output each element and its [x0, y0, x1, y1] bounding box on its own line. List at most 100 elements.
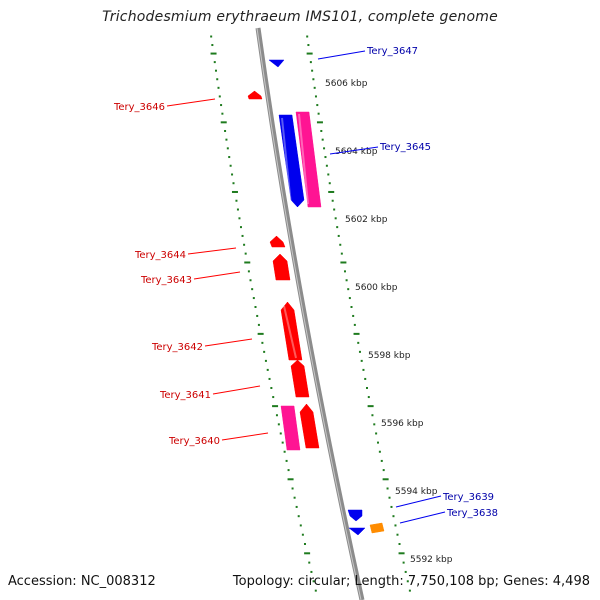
tery-3644-shape	[269, 235, 286, 248]
tery-3640-companion-shape	[280, 405, 301, 451]
leader-line-tery-3641	[212, 385, 261, 395]
feature-shine-1	[298, 113, 309, 205]
ruler-dot	[404, 570, 407, 573]
ruler-dot	[348, 297, 351, 300]
ruler-dot	[241, 234, 244, 237]
backbone-arc	[255, 27, 365, 600]
ruler-major-tick	[220, 121, 227, 124]
ruler-dot	[312, 78, 315, 81]
ruler-dot	[317, 112, 320, 115]
ruler-dot	[331, 199, 334, 202]
ruler-major-tick	[340, 261, 347, 264]
ruler-dot	[261, 341, 264, 344]
ruler-dot	[257, 323, 260, 326]
ruler-dot	[375, 432, 378, 435]
ruler-dot	[218, 95, 221, 98]
ruler-dot	[388, 496, 391, 499]
gene-labels: Tery_3647 Tery_3646 Tery_3645 Tery_3644 Tery…	[113, 46, 498, 524]
ruler-dot	[283, 450, 286, 453]
ruler-major-tick	[210, 52, 217, 55]
map-title: Trichodesmium erythraeum IMS101, complet…	[102, 9, 498, 25]
ruler-dot	[275, 414, 278, 417]
ruler-dot	[266, 368, 269, 371]
tick-label-5606-kbp: 5606 kbp	[325, 79, 368, 89]
tick-labels: 5606 kbp 5604 kbp 5602 kbp 5600 kbp 5598 kbp…	[325, 79, 453, 565]
accession-text: Accession: NC_008312	[8, 574, 156, 589]
ruler-dot	[339, 243, 342, 246]
tick-label-5600-kbp: 5600 kbp	[355, 283, 398, 293]
ruler-dot	[316, 104, 319, 107]
ruler-dot	[357, 341, 360, 344]
ruler-dot	[325, 164, 328, 167]
ruler-dot	[350, 306, 353, 308]
ruler-dot	[380, 459, 383, 462]
ruler-dot	[398, 542, 401, 545]
tick-label-5598-kbp: 5598 kbp	[368, 351, 411, 361]
ruler-dot	[406, 580, 409, 583]
ruler-dot	[358, 350, 361, 353]
ruler-dot	[217, 86, 220, 89]
tery-3638-shape	[348, 527, 366, 536]
ruler-dot	[293, 496, 296, 499]
ruler-dot	[371, 414, 374, 417]
ruler-dot	[231, 173, 234, 176]
ruler-major-tick	[231, 190, 238, 193]
tick-label-5596-kbp: 5596 kbp	[381, 419, 424, 429]
ruler-dot	[236, 208, 239, 211]
ruler-dot	[320, 129, 323, 132]
leader-line-tery-3646	[166, 98, 216, 107]
ruler-dot	[303, 542, 306, 545]
ruler-dot	[308, 561, 311, 564]
ruler-dot	[312, 580, 315, 583]
ruler-dot	[214, 69, 217, 72]
ruler-major-tick	[328, 190, 335, 193]
ruler-dot	[333, 208, 336, 211]
ruler-dot	[311, 69, 314, 72]
ruler-dot	[313, 86, 316, 89]
ruler-dot	[390, 505, 393, 508]
ruler-dot	[360, 359, 363, 362]
ruler-dot	[402, 561, 405, 564]
ruler-dot	[378, 450, 381, 453]
tery-3643-shape	[272, 253, 291, 281]
ruler-dot	[249, 279, 252, 282]
ruler-dot	[353, 323, 356, 326]
ruler-dot	[309, 61, 312, 64]
ruler-major-tick	[316, 121, 323, 124]
ruler-dot	[301, 533, 304, 536]
ruler-dot	[392, 515, 395, 518]
ruler-major-tick	[287, 478, 294, 481]
tery-3641-shape	[290, 359, 310, 398]
ruler-dot	[277, 423, 280, 426]
ruler-dot	[365, 386, 368, 389]
ruler-dot	[394, 524, 397, 527]
ruler-dot	[396, 533, 399, 536]
gene-label-tery-3640: Tery_3640	[168, 436, 220, 447]
leader-line-tery-3639	[395, 495, 442, 508]
ruler-dot	[281, 441, 284, 444]
ruler-major-tick	[304, 552, 311, 555]
ruler-dot	[256, 314, 259, 317]
gene-label-tery-3644: Tery_3644	[134, 250, 186, 261]
inner-dotted-ruler	[210, 35, 317, 592]
gene-label-tery-3646: Tery_3646	[113, 102, 165, 113]
ruler-dot	[291, 487, 294, 490]
ruler-dot	[232, 182, 235, 185]
ruler-dot	[226, 147, 229, 150]
tery-3642-shape	[280, 301, 303, 361]
ruler-dot	[327, 173, 330, 176]
ruler-dot	[224, 129, 227, 132]
ruler-major-tick	[272, 405, 279, 408]
ruler-dot	[347, 288, 350, 291]
leader-line-tery-3640	[221, 432, 269, 441]
ruler-dot	[279, 432, 282, 435]
leader-line-tery-3638	[399, 511, 446, 524]
ruler-dot	[367, 396, 370, 399]
ruler-dot	[324, 156, 327, 159]
ruler-major-tick	[306, 52, 313, 55]
ruler-dot	[210, 35, 213, 38]
ruler-dot	[244, 252, 247, 255]
ruler-dot	[272, 396, 275, 399]
ruler-dot	[287, 469, 290, 472]
